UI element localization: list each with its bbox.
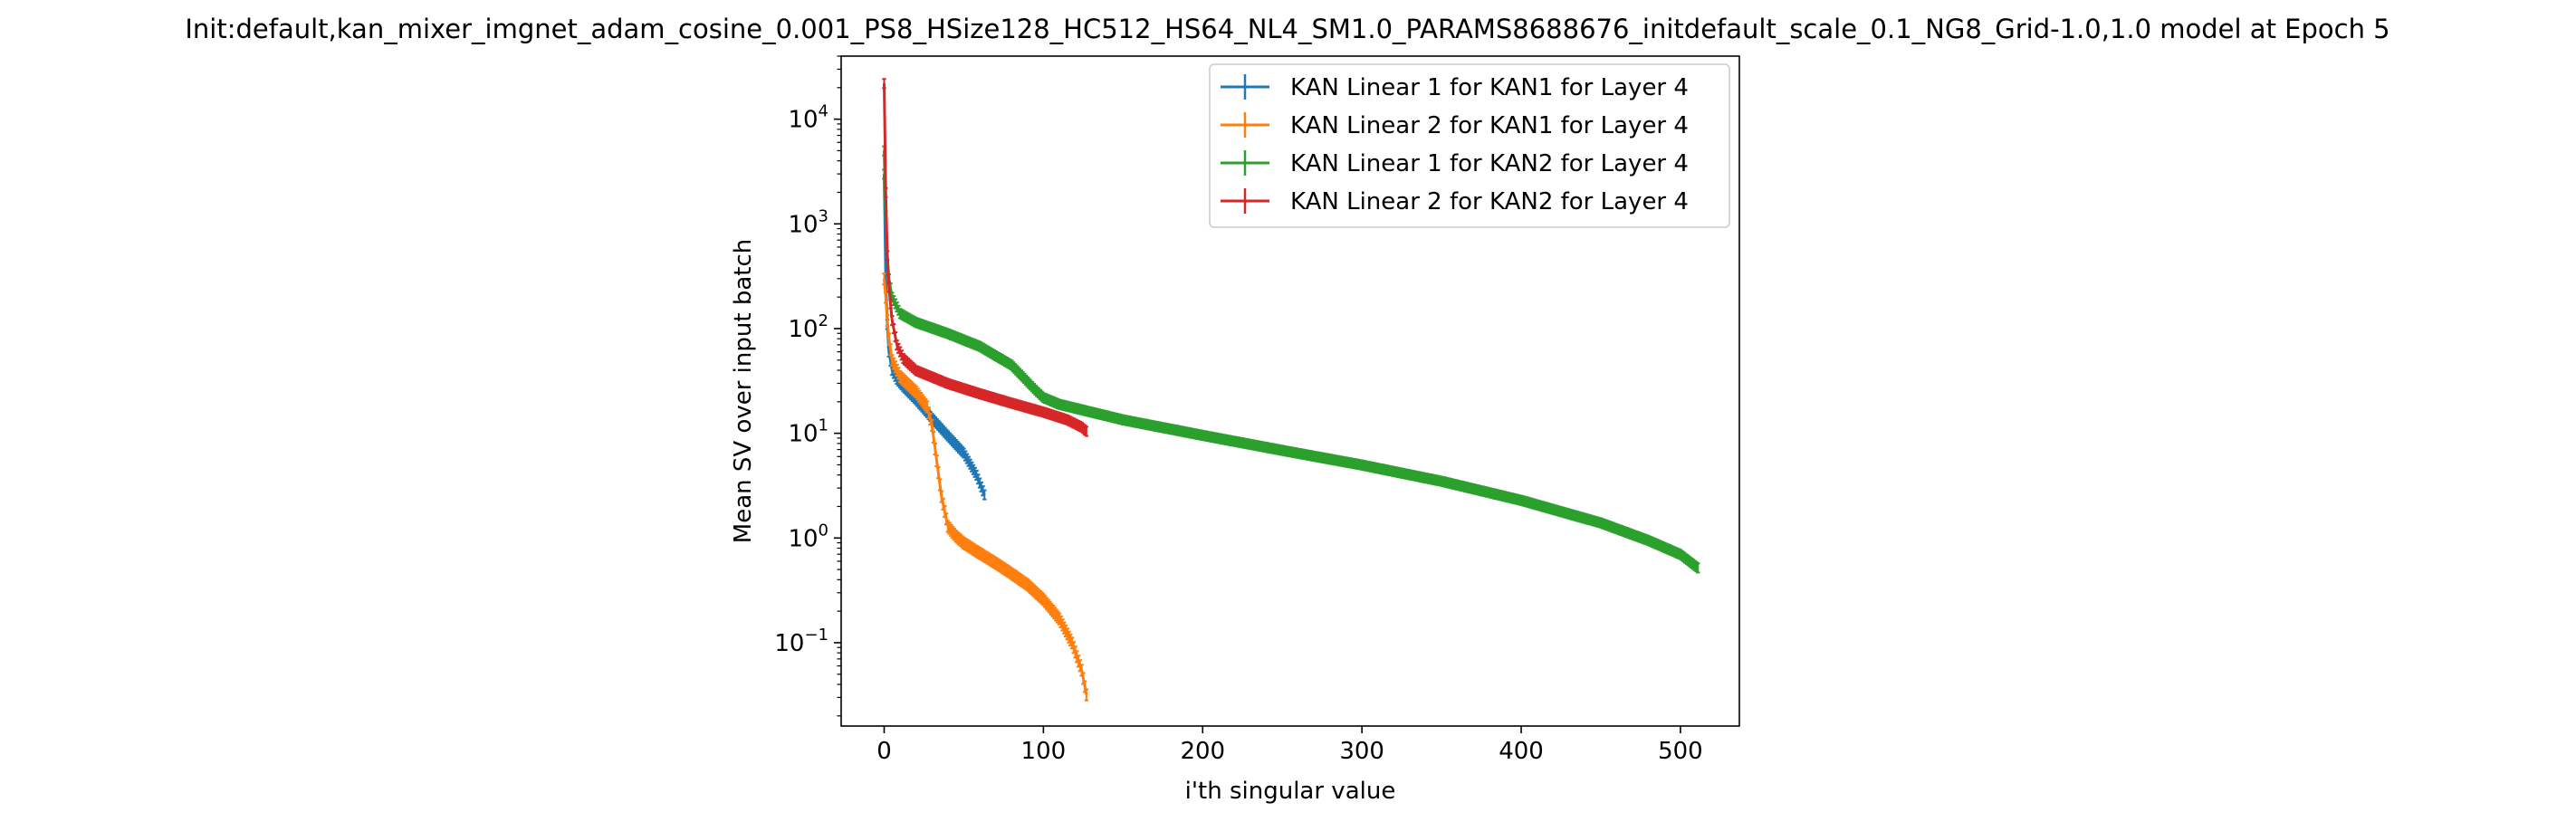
series-2-line (882, 278, 1088, 695)
y-tick-label: 100 (788, 521, 828, 552)
x-axis-label: i'th singular value (1185, 778, 1396, 805)
y-tick-exponent: 4 (819, 102, 828, 121)
y-tick-base: 10 (788, 107, 818, 134)
series-3-line (882, 150, 1700, 569)
series-4 (882, 78, 1089, 437)
legend-label: KAN Linear 2 for KAN2 for Layer 4 (1290, 188, 1689, 215)
y-tick-label: 103 (788, 206, 828, 238)
y-tick-base: 10 (774, 630, 804, 657)
legend-label: KAN Linear 1 for KAN2 for Layer 4 (1290, 150, 1689, 177)
y-tick-label: 10−1 (774, 626, 828, 657)
y-tick-exponent: 3 (819, 206, 828, 225)
y-tick-label: 101 (788, 416, 828, 448)
legend: KAN Linear 1 for KAN1 for Layer 4 KAN Lin… (1209, 63, 1730, 228)
x-tick-label: 400 (1499, 738, 1544, 765)
y-tick-exponent: 0 (819, 521, 828, 540)
y-tick-label: 102 (788, 311, 828, 343)
legend-frame (1209, 63, 1730, 228)
y-tick-base: 10 (788, 211, 818, 238)
legend-label: KAN Linear 1 for KAN1 for Layer 4 (1290, 74, 1689, 101)
y-tick-exponent: 2 (819, 311, 828, 330)
y-tick-exponent: 1 (819, 416, 828, 435)
legend-item: KAN Linear 2 for KAN1 for Layer 4 (1221, 112, 1689, 139)
series-4-line (882, 83, 1087, 433)
legend-items: KAN Linear 1 for KAN1 for Layer 4 KAN Lin… (1221, 74, 1689, 215)
x-tick-label: 200 (1180, 738, 1225, 765)
y-tick-label: 104 (788, 102, 828, 134)
legend-item: KAN Linear 1 for KAN1 for Layer 4 (1221, 74, 1689, 101)
legend-item: KAN Linear 2 for KAN2 for Layer 4 (1221, 188, 1689, 215)
y-tick-exponent: −1 (804, 626, 828, 645)
x-tick-label: 300 (1339, 738, 1384, 765)
y-axis-label: Mean SV over input batch (730, 239, 757, 543)
x-tick-label: 0 (876, 738, 892, 765)
x-axis: 0 100 200 300 400 500 (876, 726, 1703, 765)
y-tick-base: 10 (788, 525, 818, 552)
series-2 (882, 272, 1089, 702)
y-tick-base: 10 (788, 316, 818, 343)
y-tick-base: 10 (788, 421, 818, 448)
x-tick-label: 100 (1021, 738, 1067, 765)
legend-label: KAN Linear 2 for KAN1 for Layer 4 (1290, 112, 1689, 139)
plot-frame (840, 55, 1740, 727)
legend-item: KAN Linear 1 for KAN2 for Layer 4 (1221, 150, 1689, 177)
series-layer (882, 78, 1700, 702)
chart-title: Init:default,kan_mixer_imgnet_adam_cosin… (185, 14, 2389, 44)
x-tick-label: 500 (1658, 738, 1703, 765)
